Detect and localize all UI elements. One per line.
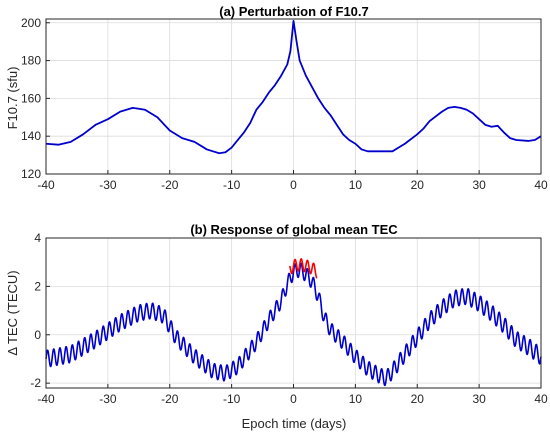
panel-a-ytick-label: 200 [21,16,41,30]
panel-b-xtick-label: 10 [349,392,363,406]
panel-a-ytick-label: 160 [21,91,41,105]
panel-a-ytick-label: 180 [21,54,41,68]
panel-a-xtick-label: 20 [411,178,425,192]
panel-a: (a) Perturbation of F10.7 -40 -30 -20 -10 0 1… [5,4,548,192]
panel-a-xtick-label: 10 [349,178,363,192]
panel-b-series [45,258,542,387]
panel-b-xtick-label: -20 [161,392,179,406]
panel-a-title: (a) Perturbation of F10.7 [219,4,369,19]
panel-b-ytick-label: -2 [30,376,41,390]
panel-b-ytick-label: 2 [34,279,41,293]
panel-a-xtick-label: 30 [472,178,486,192]
panel-a-xtick-label: 40 [534,178,548,192]
panel-b-xtick-label: 20 [411,392,425,406]
panel-b-series-line-1 [289,258,318,279]
panel-b-series-line-0 [45,262,542,387]
panel-b-xtick-label: -30 [99,392,117,406]
panel-a-ticks: -40 -30 -20 -10 0 10 20 30 40 120 140 160 180 200 [21,16,548,192]
panel-b-xtick-label: 30 [472,392,486,406]
panel-a-series-line-0 [45,19,542,155]
panel-b-title: (b) Response of global mean TEC [190,222,398,237]
panel-a-ytick-label: 120 [21,167,41,181]
panel-b-ytick-label: 0 [34,328,41,342]
panel-b-xtick-label: 0 [290,392,297,406]
panel-a-xtick-label: -10 [223,178,241,192]
panel-b-xlabel: Epoch time (days) [242,416,347,431]
panel-a-ytick-label: 140 [21,129,41,143]
panel-a-ylabel: F10.7 (sfu) [5,67,20,130]
panel-b: (b) Response of global mean TEC -40 -30 -2… [5,222,548,431]
panel-a-xtick-label: -40 [37,178,55,192]
panel-a-xtick-label: -30 [99,178,117,192]
panel-b-ylabel: Δ TEC (TECU) [5,270,20,355]
panel-a-series [45,19,542,155]
panel-b-xtick-label: -10 [223,392,241,406]
panel-b-xtick-label: -40 [37,392,55,406]
panel-b-ytick-label: 4 [34,231,41,245]
panel-a-xtick-label: -20 [161,178,179,192]
panel-b-xtick-label: 40 [534,392,548,406]
panel-a-xtick-label: 0 [290,178,297,192]
